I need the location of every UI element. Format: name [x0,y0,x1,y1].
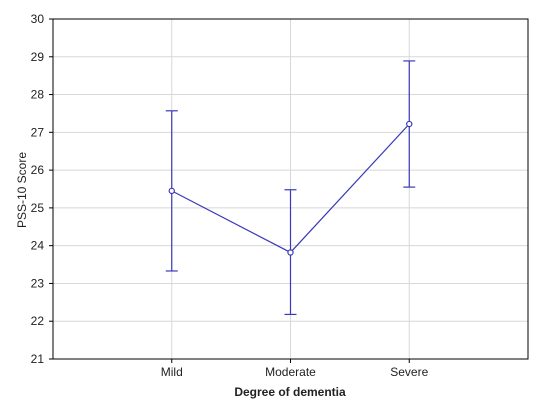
x-tick-labels: Mild Moderate Severe [161,365,429,379]
y-tick-label: 23 [31,276,45,290]
y-tick-labels: 21 22 23 24 25 26 27 28 29 30 [31,12,45,366]
data-point [406,120,413,128]
x-axis-title: Degree of dementia [234,385,346,399]
y-tick-label: 27 [31,125,45,139]
x-tick-label: Severe [390,365,428,379]
y-tick-label: 25 [31,201,45,215]
x-tick-label: Mild [161,365,183,379]
data-point [287,249,294,256]
y-tick-label: 30 [31,12,45,26]
y-tick-label: 29 [31,50,45,64]
y-axis-title: PSS-10 Score [15,152,29,228]
y-tick-label: 24 [31,239,45,253]
plot-border [52,18,529,360]
y-tick-label: 22 [31,314,45,328]
plot-frame [49,18,529,363]
y-tick-label: 26 [31,163,45,177]
data-point [168,187,175,195]
y-tick-label: 21 [31,352,45,366]
series-layer [165,60,416,316]
y-tick-label: 28 [31,88,45,102]
x-tick-label: Moderate [265,365,316,379]
